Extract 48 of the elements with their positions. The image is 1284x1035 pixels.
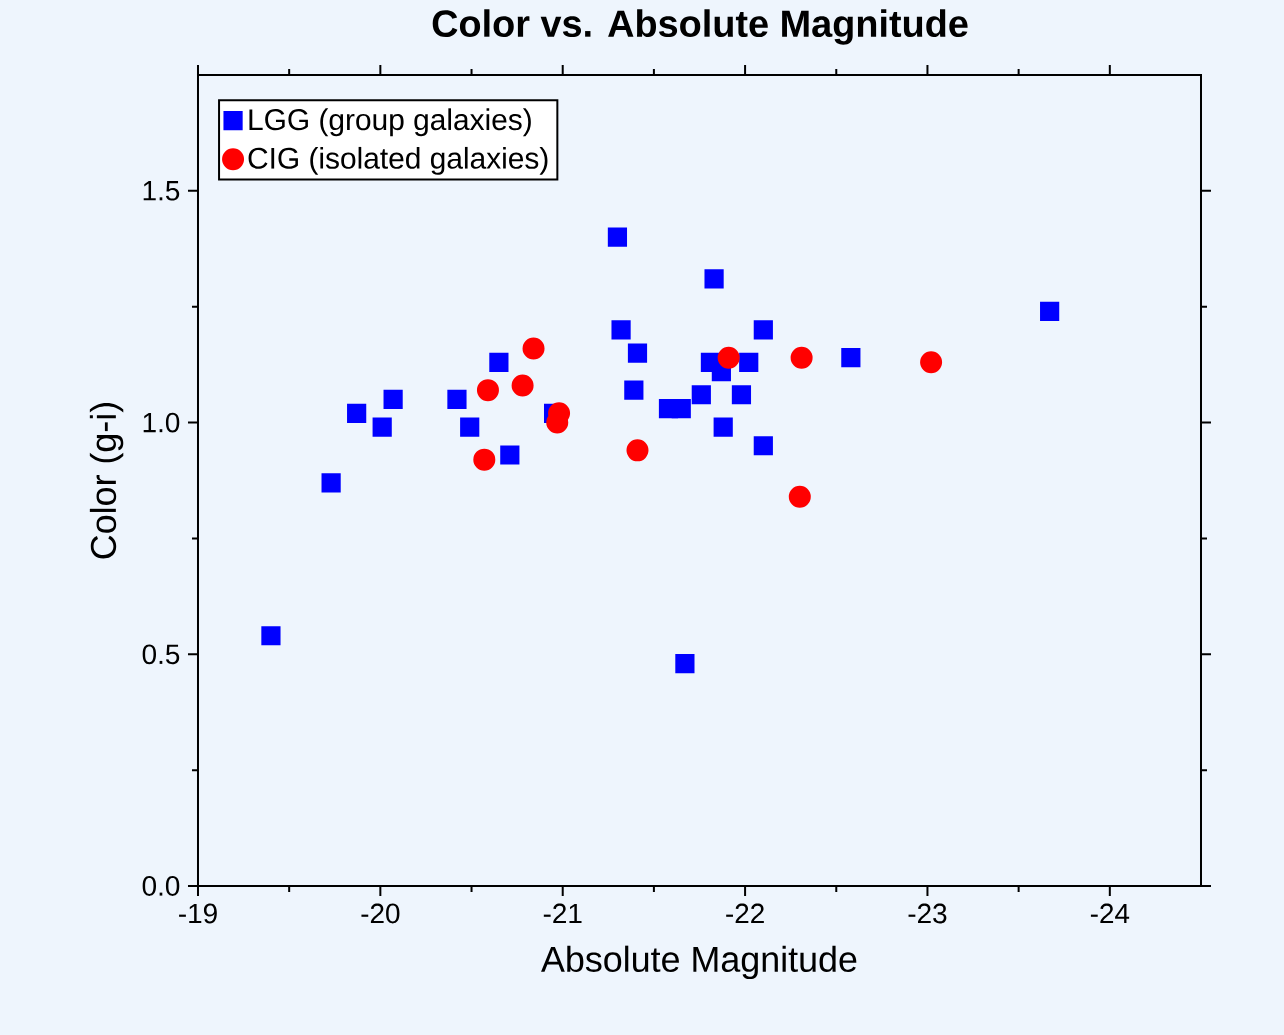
y-tick-label: 1.0 (143, 412, 180, 433)
point (511, 374, 534, 397)
point (321, 473, 341, 493)
point (607, 227, 628, 247)
point (713, 417, 733, 437)
point (739, 352, 759, 372)
point (460, 417, 480, 437)
point (447, 389, 467, 409)
point (626, 439, 649, 462)
legend-label: CIG (isolated galaxies) (248, 146, 548, 175)
point (704, 269, 724, 289)
point (347, 403, 367, 423)
chart-title: Color vs. Absolute Magnitude (432, 9, 968, 45)
y-axis-title: Color (g-i) (89, 403, 124, 559)
point (790, 346, 813, 369)
point (383, 389, 403, 409)
point (627, 343, 648, 363)
point (717, 346, 740, 369)
point (920, 351, 943, 374)
point (476, 379, 499, 402)
point (1040, 301, 1060, 321)
x-tick-label: -20 (361, 903, 400, 924)
point (788, 485, 811, 508)
point (753, 320, 773, 340)
point (671, 399, 691, 419)
point (372, 417, 392, 437)
point (753, 436, 773, 456)
y-tick-label: 0.0 (142, 876, 180, 896)
y-tick-label: 1.5 (143, 181, 180, 201)
point (624, 380, 644, 400)
point (522, 337, 545, 360)
x-tick-label: -19 (179, 903, 217, 924)
x-tick-label: -21 (543, 903, 582, 924)
legend-label: LGG (group galaxies) (249, 108, 531, 137)
point (473, 448, 496, 471)
y-tick-label: 0.5 (142, 644, 180, 665)
point (611, 320, 631, 340)
point (841, 348, 861, 368)
point (675, 653, 695, 674)
point (500, 445, 520, 465)
x-tick-label: -24 (1090, 903, 1130, 924)
x-axis-title: Absolute Magnitude (541, 945, 857, 980)
point (261, 626, 281, 646)
point (489, 352, 509, 372)
point (691, 385, 711, 405)
x-tick-label: -23 (908, 903, 947, 924)
x-tick-label: -22 (726, 903, 764, 924)
point (731, 385, 752, 405)
